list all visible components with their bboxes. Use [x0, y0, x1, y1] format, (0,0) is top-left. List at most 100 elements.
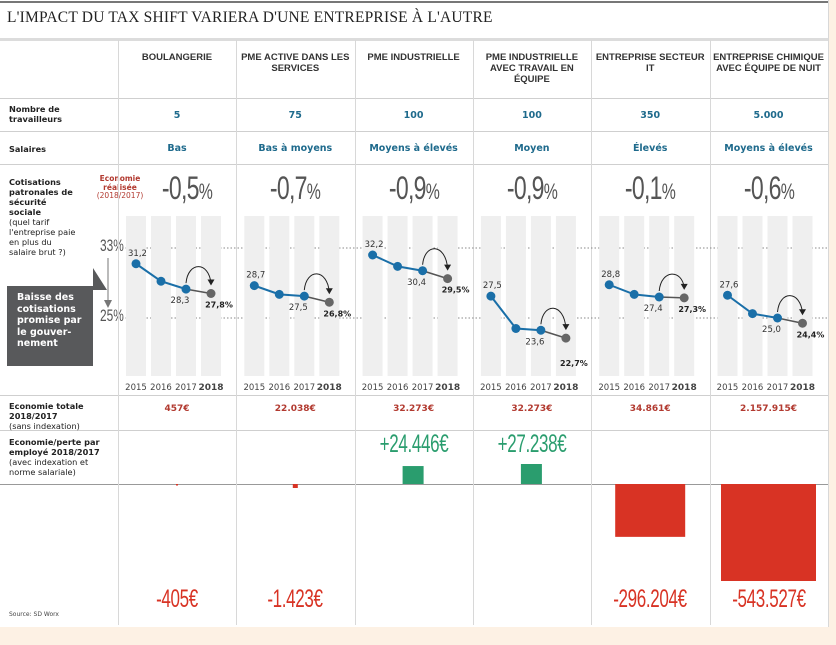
economy-note-line1: Economie	[99, 174, 141, 183]
saving-percent-value: -0,5	[161, 170, 200, 206]
point-label: 25,0	[762, 325, 781, 335]
year-band	[387, 216, 408, 376]
year-label: 2018	[317, 383, 342, 393]
curved-arrow-icon	[777, 295, 803, 314]
data-point	[561, 333, 571, 343]
saving-percent-value: -0,9	[506, 170, 545, 206]
data-point	[181, 284, 191, 294]
arrow-head-icon	[680, 283, 688, 290]
per-emp-sub: (avec indexation et norme salariale)	[9, 457, 89, 477]
wages-value: Moyen	[514, 143, 550, 154]
positive-bar	[402, 466, 424, 484]
saving-percent-value: -0,1	[625, 170, 663, 206]
source-note: Source: SD Worx	[9, 611, 59, 618]
column-divider	[472, 40, 474, 625]
column-header: PME INDUSTRIELLE	[367, 52, 460, 63]
percent-sign: %	[307, 179, 321, 204]
year-band	[412, 216, 433, 376]
per-employee-value: -543.527€	[731, 585, 806, 613]
column-divider	[354, 40, 356, 625]
saving-percent: -0,1%	[608, 170, 693, 207]
year-label: 2016	[150, 383, 172, 393]
data-point	[299, 291, 309, 301]
negative-bar	[292, 484, 298, 488]
data-point	[654, 292, 664, 302]
economy-note: Economie réalisée (2018/2017)	[92, 174, 148, 201]
contrib-title: Cotisations patronales de sécurité socia…	[9, 177, 73, 217]
per-employee-value: -1.423€	[267, 585, 324, 613]
percent-sign: %	[198, 179, 213, 204]
point-label: 28,3	[171, 296, 190, 306]
percent-sign: %	[543, 179, 558, 204]
data-point	[486, 291, 496, 301]
workers-value: 350	[640, 110, 661, 121]
year-band	[767, 216, 788, 376]
year-label: 2015	[362, 383, 384, 393]
data-point	[511, 324, 521, 333]
column-header: BOULANGERIE	[141, 52, 213, 63]
year-label: 2018	[435, 383, 460, 393]
data-point	[206, 289, 216, 298]
divider	[0, 98, 828, 99]
data-point	[131, 259, 141, 269]
divider	[0, 164, 828, 165]
divider	[0, 395, 828, 396]
contrib-sub: (quel tarif l'entreprise paie en plus du…	[9, 217, 76, 257]
economy-note-line2: réalisée	[103, 182, 137, 192]
workers-value: 100	[403, 110, 424, 121]
workers-value: 75	[288, 110, 302, 121]
year-label: 2015	[717, 383, 739, 393]
arrow-head-icon	[207, 279, 215, 286]
point-label: 27,5	[289, 303, 308, 313]
percent-sign: %	[780, 179, 794, 204]
year-label: 2018	[790, 383, 815, 393]
year-label: 2015	[480, 383, 502, 393]
callout-pointer	[93, 268, 107, 290]
year-label: 2018	[198, 383, 223, 393]
data-point	[629, 289, 639, 299]
year-band	[151, 216, 171, 376]
curved-arrow-icon	[540, 307, 567, 329]
column-header: PME ACTIVE DANS LES SERVICES	[241, 52, 350, 74]
year-band	[555, 216, 576, 376]
saving-percent: -0,6%	[726, 170, 811, 207]
year-label: 2018	[672, 383, 697, 393]
data-point	[536, 325, 546, 335]
year-band	[599, 216, 620, 376]
curved-arrow-icon	[658, 273, 685, 292]
year-label: 2015	[125, 383, 147, 393]
year-label: 2017	[648, 383, 670, 393]
point-label: 27,5	[483, 281, 502, 291]
year-label: 2017	[293, 383, 315, 393]
point-label: 28,8	[601, 270, 620, 280]
point-label: 27,4	[644, 304, 663, 314]
data-point	[604, 280, 614, 290]
percent-sign: %	[425, 179, 439, 204]
top-rule	[0, 1, 828, 3]
data-point	[249, 281, 259, 291]
data-point	[274, 289, 284, 299]
point-label: 32,2	[365, 240, 384, 250]
year-label: 2015	[243, 383, 265, 393]
percent-sign: %	[661, 179, 676, 204]
ytick-label: 33%	[100, 236, 124, 255]
year-label: 2018	[553, 383, 578, 393]
saving-percent-value: -0,7	[270, 170, 308, 206]
row-label-contributions: Cotisations patronales de sécurité socia…	[9, 177, 79, 257]
row-label-per-employee: Economie/perte par employé 2018/2017 (av…	[9, 437, 109, 477]
year-band	[505, 216, 526, 376]
data-point	[773, 313, 782, 323]
point-label-2018: 27,3%	[678, 305, 706, 314]
wages-value: Bas	[167, 143, 187, 154]
wages-value: Bas à moyens	[258, 143, 333, 154]
curved-arrow-icon	[185, 266, 212, 284]
data-point	[324, 297, 334, 307]
data-point	[368, 250, 378, 260]
curved-arrow-icon	[422, 248, 449, 269]
point-label-2018: 27,8%	[205, 301, 233, 310]
saving-percent: -0,9%	[489, 170, 574, 207]
point-label: 27,6	[720, 280, 739, 290]
column-header: PME INDUSTRIELLE AVEC TRAVAIL EN ÉQUIPE	[485, 52, 579, 85]
total-saving-value: 457€	[164, 404, 190, 414]
